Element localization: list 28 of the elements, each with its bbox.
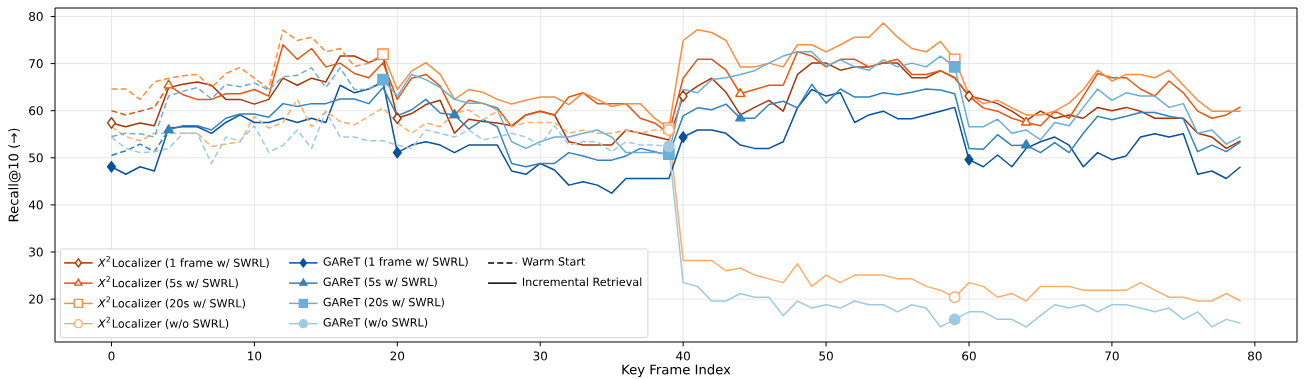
x-tick-label: 70 xyxy=(1105,351,1119,361)
x-axis-title: Key Frame Index xyxy=(622,364,731,378)
legend-label: GAReT (5s w/ SWRL) xyxy=(323,277,437,288)
x-tick-label: 30 xyxy=(533,351,548,361)
legend-label: X$^{2}$Localizer (20s w/ SWRL) xyxy=(97,296,245,309)
x-tick-label: 10 xyxy=(248,351,262,361)
legend-label: GAReT (20s w/ SWRL) xyxy=(323,297,444,308)
annotation: Warm Start xyxy=(522,257,586,266)
x-tick-label: 50 xyxy=(819,351,833,361)
y-tick-label: 60 xyxy=(29,106,43,116)
legend-label: X$^{2}$Localizer (5s w/ SWRL) xyxy=(97,276,238,289)
y-axis-title: Recall@10 (→) xyxy=(8,128,21,222)
annotation: Incremental Retrieval xyxy=(522,277,642,287)
legend-label: X$^{2}$Localizer (w/o SWRL) xyxy=(97,316,229,330)
legend-label: GAReT (w/o SWRL) xyxy=(323,317,428,328)
legend-label: GAReT (1 frame w/ SWRL) xyxy=(323,257,468,268)
x-tick-label: 20 xyxy=(390,351,405,361)
y-tick-label: 20 xyxy=(29,294,43,304)
legend-label: X$^{2}$Localizer (1 frame w/ SWRL) xyxy=(97,255,269,269)
y-tick-label: 40 xyxy=(28,200,43,210)
y-tick-label: 80 xyxy=(29,11,43,22)
x-tick-label: 60 xyxy=(962,351,976,361)
x-tick-label: 80 xyxy=(1248,351,1262,361)
y-tick-label: 30 xyxy=(29,247,43,257)
x-tick-label: 0 xyxy=(108,351,115,361)
y-tick-label: 50 xyxy=(29,153,43,163)
y-tick-label: 70 xyxy=(29,59,43,69)
x-tick-label: 40 xyxy=(676,351,690,361)
